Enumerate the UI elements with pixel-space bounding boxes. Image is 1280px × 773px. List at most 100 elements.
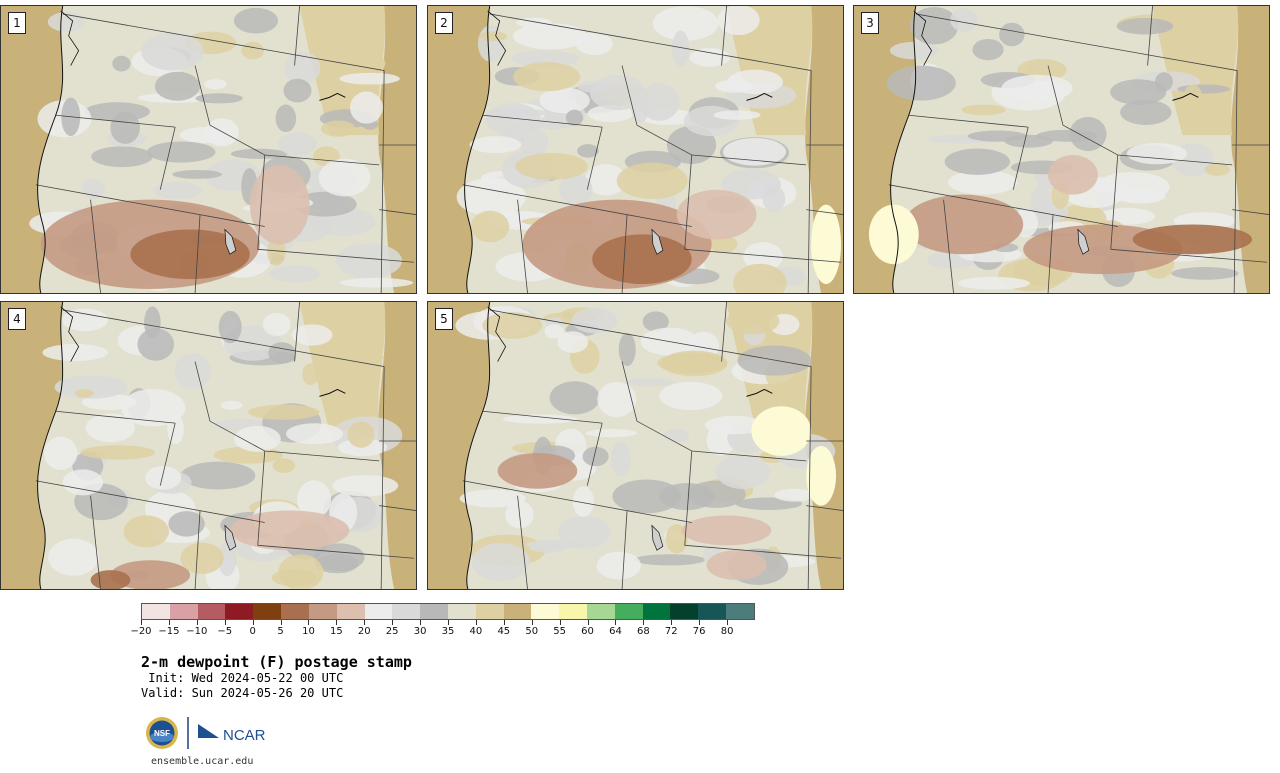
dewpoint-patch <box>350 91 383 124</box>
dewpoint-patch <box>610 442 631 477</box>
state-boundary <box>257 154 266 250</box>
dewpoint-patch <box>1183 84 1202 108</box>
colorbar-segment <box>225 604 254 619</box>
colorbar-tick-label: −5 <box>217 626 233 637</box>
coastline <box>890 6 917 293</box>
colorbar-tick <box>224 620 226 625</box>
dewpoint-patch <box>558 516 611 549</box>
plains-moisture-region <box>1231 6 1269 293</box>
dewpoint-patch <box>205 118 239 147</box>
state-boundary <box>482 114 603 128</box>
dewpoint-map-3 <box>854 6 1269 293</box>
colorbar-tick-label: 35 <box>441 626 455 637</box>
dewpoint-patch <box>172 169 222 179</box>
dewpoint-patch <box>715 454 770 489</box>
colorbar-segment <box>642 604 671 619</box>
dewpoint-patch <box>195 93 243 104</box>
state-boundary <box>90 495 101 589</box>
colorbar-tick-label: 30 <box>413 626 427 637</box>
state-boundary <box>586 423 603 486</box>
colorbar-tick-label: 15 <box>329 626 343 637</box>
dewpoint-patch <box>549 381 600 415</box>
colorbar-tick <box>503 620 505 625</box>
dry-air-region <box>497 452 578 489</box>
state-boundary <box>159 127 176 190</box>
dewpoint-patch <box>585 164 627 196</box>
colorbar-tick-label: 80 <box>720 626 734 637</box>
state-boundary <box>35 184 265 227</box>
dewpoint-patch <box>683 105 740 137</box>
dewpoint-patch <box>485 103 541 136</box>
state-boundary <box>621 65 692 156</box>
dry-air-region <box>903 194 1024 255</box>
colorbar-tick <box>699 620 701 625</box>
state-boundary <box>691 450 807 462</box>
state-boundary <box>55 410 176 424</box>
puget-sound-outline <box>487 306 507 362</box>
ensemble-member-panel-3: 3 <box>853 5 1270 294</box>
state-boundary <box>1147 6 1153 66</box>
dewpoint-patch <box>737 345 812 376</box>
colorbar-segment <box>587 604 615 619</box>
dewpoint-patch <box>317 15 338 37</box>
dewpoint-patch <box>91 146 153 168</box>
dewpoint-patch <box>74 389 94 398</box>
colorbar-tick-label: 25 <box>385 626 399 637</box>
dewpoint-patch <box>61 308 109 332</box>
dewpoint-patch <box>559 174 593 206</box>
dewpoint-map-2 <box>428 6 843 293</box>
dewpoint-patch <box>957 276 1030 290</box>
state-boundary <box>1232 209 1269 215</box>
dewpoint-patch <box>947 170 1018 195</box>
dewpoint-patch <box>62 469 104 496</box>
colorbar-tick <box>671 620 673 625</box>
ncar-mark-icon <box>198 724 219 738</box>
dewpoint-patch <box>218 310 242 344</box>
colorbar-segment <box>364 604 393 619</box>
state-boundary <box>684 154 693 250</box>
dewpoint-patch <box>659 482 715 511</box>
state-boundary <box>194 510 201 589</box>
panel-number-label: 2 <box>435 12 453 34</box>
dewpoint-patch <box>332 474 399 497</box>
dewpoint-patch <box>659 381 723 411</box>
state-boundary <box>684 544 842 559</box>
great-salt-lake <box>651 524 664 551</box>
dewpoint-patch <box>511 50 579 68</box>
dewpoint-patch <box>1171 266 1239 280</box>
dewpoint-patch <box>597 381 637 418</box>
dewpoint-patch <box>596 551 642 580</box>
colorbar-segment <box>197 604 226 619</box>
dewpoint-patch <box>671 30 690 67</box>
humid-region <box>806 445 837 506</box>
dewpoint-patch <box>220 400 243 410</box>
state-boundary <box>380 366 385 589</box>
dewpoint-patch <box>944 148 1010 175</box>
dewpoint-patch <box>657 352 728 374</box>
dewpoint-patch <box>704 415 764 435</box>
state-boundary <box>807 70 812 293</box>
state-boundary <box>908 114 1029 128</box>
colorbar-tick <box>308 620 310 625</box>
dewpoint-patch <box>267 237 286 266</box>
colorbar-tick-label: 55 <box>553 626 566 637</box>
colorbar-tick <box>392 620 394 625</box>
dewpoint-patch <box>48 538 100 576</box>
state-boundary <box>482 410 603 424</box>
state-boundary <box>257 450 266 546</box>
dewpoint-patch <box>886 65 956 101</box>
state-boundary <box>264 154 380 166</box>
dewpoint-patch <box>717 6 760 36</box>
dewpoint-patch <box>167 414 184 445</box>
dewpoint-patch <box>278 554 324 589</box>
footer-url: ensemble.ucar.edu <box>151 756 254 767</box>
reservoir-outline <box>319 92 346 101</box>
dewpoint-patch <box>339 72 400 85</box>
ensemble-member-panel-1: 1 <box>0 5 417 294</box>
dewpoint-patch <box>459 489 526 508</box>
dewpoint-patch <box>479 31 508 42</box>
dewpoint-patch <box>1154 72 1173 92</box>
dewpoint-patch <box>582 446 609 467</box>
coastline <box>464 302 491 589</box>
state-boundary <box>586 127 603 190</box>
